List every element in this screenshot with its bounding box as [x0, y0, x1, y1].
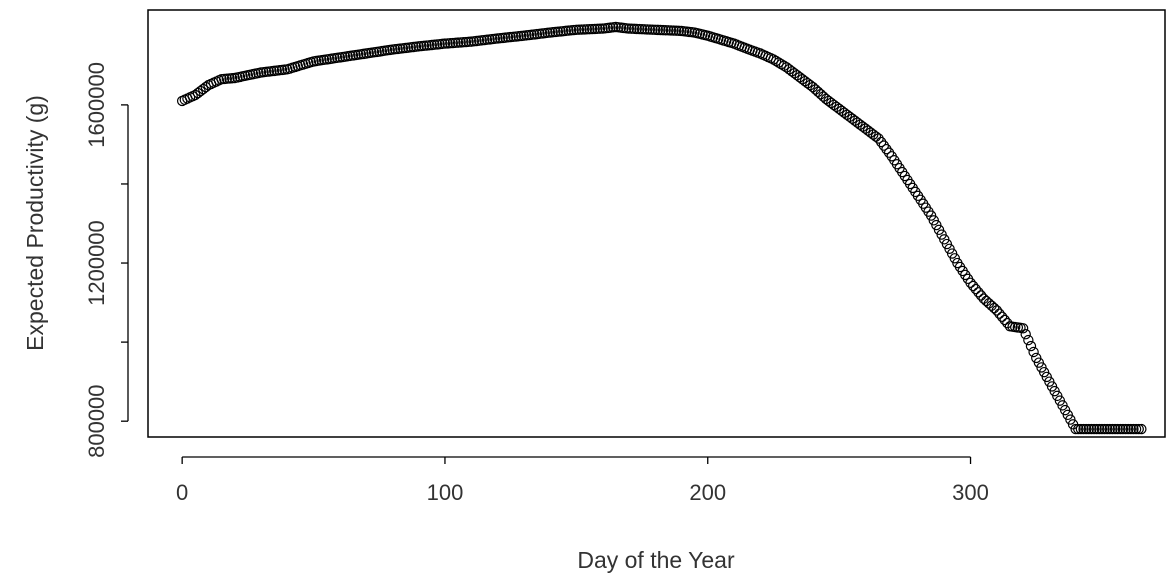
data-point	[192, 87, 204, 99]
data-point	[852, 117, 863, 128]
data-point	[854, 119, 866, 130]
data-point	[860, 123, 871, 134]
data-point	[770, 55, 782, 67]
data-point	[1125, 423, 1137, 435]
x-axis-title: Day of the Year	[577, 547, 735, 573]
data-point	[1104, 423, 1116, 435]
data-point	[991, 305, 1003, 316]
data-point	[975, 290, 987, 301]
data-point	[1075, 423, 1087, 435]
data-point	[849, 115, 861, 126]
data-point	[1020, 329, 1031, 340]
data-point	[1088, 423, 1100, 435]
data-point	[1117, 423, 1129, 435]
data-point	[1094, 423, 1105, 435]
data-point	[973, 287, 984, 298]
data-point	[781, 62, 792, 73]
data-point	[996, 311, 1008, 323]
data-point	[823, 95, 834, 107]
data-point	[778, 60, 790, 71]
data-point	[1133, 423, 1144, 435]
data-point	[1083, 423, 1094, 435]
data-point	[1099, 423, 1110, 435]
data-point	[873, 133, 884, 144]
data-point	[965, 277, 976, 289]
y-tick-label: 1200000	[84, 220, 109, 306]
x-tick-label: 0	[176, 480, 188, 505]
data-point	[1086, 423, 1097, 435]
data-point	[994, 308, 1005, 319]
y-axis-title: Expected Productivity (g)	[22, 95, 48, 351]
data-point	[836, 105, 847, 117]
x-tick-label: 300	[952, 480, 989, 505]
data-point	[844, 111, 855, 122]
data-point	[791, 70, 803, 81]
data-point	[768, 54, 779, 65]
data-point	[773, 57, 784, 68]
data-point	[826, 97, 837, 109]
data-point	[784, 64, 795, 75]
plot-frame	[147, 9, 1166, 438]
data-point	[1028, 346, 1039, 358]
data-point	[1128, 423, 1139, 435]
data-point	[833, 103, 845, 115]
y-axis: 800000 1200000 1600000	[84, 62, 129, 458]
data-point	[841, 109, 853, 120]
data-point	[1017, 323, 1029, 334]
data-point	[847, 113, 858, 124]
data-point	[999, 314, 1010, 326]
data-point	[883, 147, 895, 158]
data-point	[868, 129, 879, 140]
data-point	[970, 283, 981, 295]
data-point	[786, 66, 798, 77]
data-point	[797, 73, 808, 85]
data-point	[1025, 340, 1037, 352]
data-point	[857, 121, 868, 132]
data-point	[881, 143, 892, 155]
data-point	[1091, 423, 1102, 435]
data-point	[197, 83, 209, 95]
data-point	[190, 89, 201, 101]
data-point	[1023, 334, 1034, 346]
data-point	[1109, 423, 1121, 435]
data-point	[1120, 423, 1131, 435]
data-point	[200, 81, 212, 93]
data-point	[839, 107, 850, 118]
data-point	[967, 280, 979, 292]
data-point	[1123, 423, 1134, 435]
data-point	[1136, 423, 1147, 435]
data-point	[875, 136, 887, 148]
data-point	[794, 72, 805, 83]
data-point	[1073, 423, 1084, 435]
data-point	[789, 68, 800, 79]
data-point	[195, 85, 206, 97]
data-point	[1078, 423, 1089, 435]
y-tick-label: 800000	[84, 384, 109, 457]
data-point	[799, 75, 811, 87]
data-point	[865, 127, 876, 138]
data-point	[828, 99, 840, 111]
data-point	[1096, 423, 1108, 435]
data-point	[831, 101, 842, 113]
data-point	[1101, 423, 1113, 435]
data-point	[870, 131, 882, 142]
data-point	[1107, 423, 1118, 435]
data-point	[820, 93, 832, 105]
x-axis: 0 100 200 300	[176, 456, 989, 505]
x-tick-label: 200	[689, 480, 726, 505]
x-tick-label: 100	[427, 480, 464, 505]
y-tick-label: 1600000	[84, 62, 109, 148]
data-point	[1112, 423, 1123, 435]
data-point	[1080, 423, 1092, 435]
data-point	[1115, 423, 1126, 435]
data-point	[862, 125, 874, 136]
data-point	[988, 302, 1000, 314]
data-point	[1070, 423, 1081, 435]
data-points	[176, 21, 1147, 435]
data-point	[802, 77, 813, 89]
data-point	[878, 140, 890, 151]
data-point	[776, 58, 787, 70]
data-point	[1130, 423, 1142, 435]
